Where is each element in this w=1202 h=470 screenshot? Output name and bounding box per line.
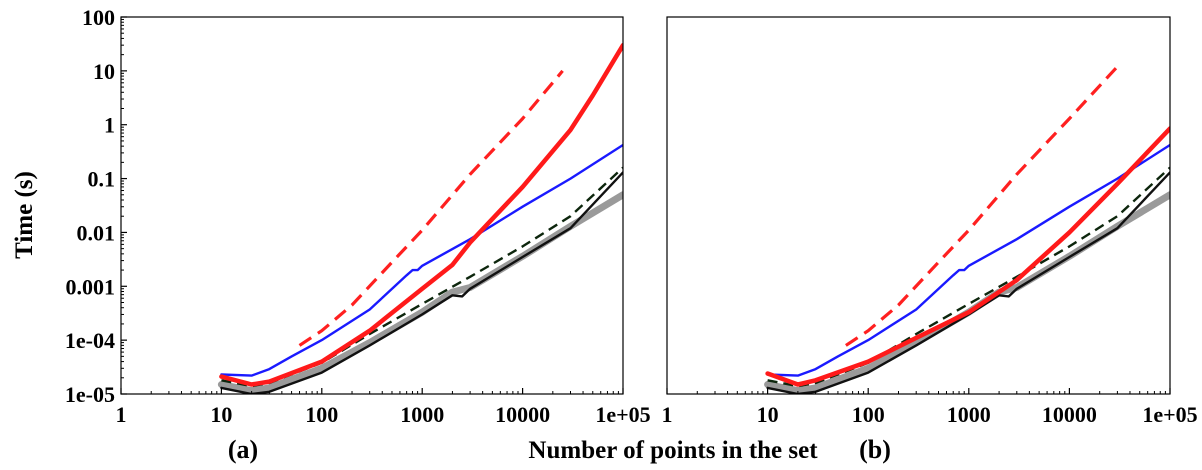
y-tick-label: 1e-04 (65, 328, 115, 353)
plot-frame (666, 16, 1171, 395)
y-tick-label: 1 (104, 113, 115, 138)
x-tick-label: 1e+05 (595, 402, 650, 427)
x-tick-label: 1000 (947, 402, 991, 427)
series-line-1 (298, 69, 564, 347)
y-tick-label: 0.1 (88, 167, 116, 192)
plot-frame (120, 16, 624, 395)
x-tick-label: 10000 (495, 402, 550, 427)
y-tick-label: 10 (93, 59, 115, 84)
series-line-5 (220, 143, 623, 377)
series-line-3 (220, 171, 623, 394)
x-tick-label: 10 (757, 402, 779, 427)
panel-b: 1 10 100 1000 10000 1e+05 (b) (662, 16, 1198, 464)
x-tick-label: 1e+05 (1142, 402, 1197, 427)
y-tick-label: 100 (82, 5, 115, 30)
y-axis-title: Time (s) (11, 171, 38, 259)
x-tick-label: 100 (305, 402, 338, 427)
series-line-4 (221, 166, 623, 388)
x-axis-title: Number of points in the set (528, 437, 818, 464)
x-tick-label: 100 (852, 402, 885, 427)
series-line-3 (766, 171, 1170, 394)
series-group (764, 65, 1170, 394)
panel-label: (a) (228, 435, 258, 464)
panel-a: 1 10 100 1000 10000 1e+05 1e-05 1e-04 0.001 0.01 0… (65, 5, 651, 464)
series-line-5 (766, 143, 1170, 377)
y-tick-label: 0.001 (66, 274, 116, 299)
x-tick-label: 1 (662, 402, 673, 427)
series-line-4 (767, 166, 1170, 388)
x-tick-label: 1 (116, 402, 127, 427)
x-tick-label: 10000 (1042, 402, 1097, 427)
series-group (217, 42, 623, 394)
series-line-1 (845, 65, 1119, 347)
y-tick-label: 1e-05 (65, 382, 115, 407)
panel-label: (b) (859, 435, 891, 464)
series-line-6 (219, 42, 623, 387)
x-tick-label: 1000 (400, 402, 444, 427)
series-line-6 (765, 126, 1170, 387)
x-tick-label: 10 (210, 402, 232, 427)
y-tick-label: 0.01 (77, 220, 116, 245)
